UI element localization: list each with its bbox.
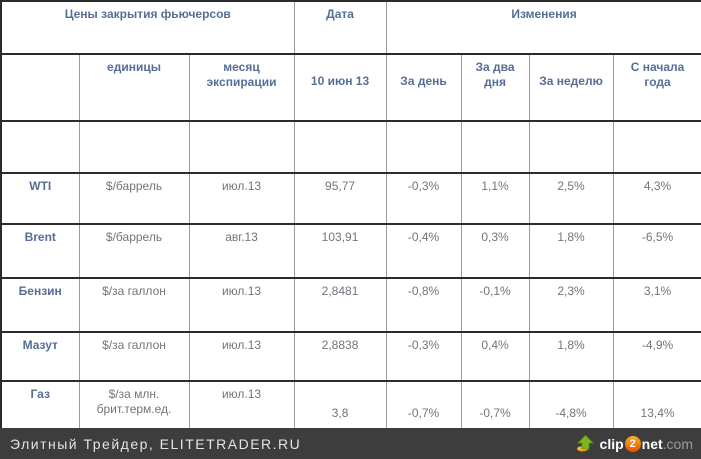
cell-change-week: 2,5% xyxy=(529,173,614,225)
cell-change-two-days: -0,7% xyxy=(461,381,530,430)
header-prices-title: Цены закрытия фьючерсов xyxy=(1,1,295,55)
cell-instrument: Brent xyxy=(1,224,80,279)
cell-units: $/баррель xyxy=(79,224,190,279)
cell-change-day: -0,4% xyxy=(386,224,462,279)
cell-price: 2,8481 xyxy=(294,278,387,333)
cell-units: $/за галлон xyxy=(79,278,190,333)
cell-units: $/баррель xyxy=(79,173,190,225)
empty-cell xyxy=(189,121,295,174)
header-change-two-days: За два дня xyxy=(461,54,530,122)
header-empty-cell xyxy=(1,54,80,122)
cell-units: $/за млн. брит.терм.ед. xyxy=(79,381,190,430)
header-date-title: Дата xyxy=(294,1,387,55)
cell-change-ytd: -4,9% xyxy=(613,332,701,382)
empty-cell xyxy=(79,121,190,174)
cell-change-week: 1,8% xyxy=(529,332,614,382)
empty-cell xyxy=(529,121,614,174)
cell-change-week: -4,8% xyxy=(529,381,614,430)
header-change-ytd: С начала года xyxy=(613,54,701,122)
cell-change-week: 2,3% xyxy=(529,278,614,333)
cell-change-day: -0,3% xyxy=(386,173,462,225)
cell-change-ytd: 4,3% xyxy=(613,173,701,225)
empty-cell xyxy=(1,121,80,174)
table-row-brent: Brent $/баррель авг.13 103,91 -0,4% 0,3%… xyxy=(1,224,701,279)
table-row-gaz: Газ $/за млн. брит.терм.ед. июл.13 3,8 -… xyxy=(1,381,701,430)
header-change-day: За день xyxy=(386,54,462,122)
clip2net-arrow-icon xyxy=(576,435,594,452)
cell-expiry: авг.13 xyxy=(189,224,295,279)
cell-change-two-days: 0,4% xyxy=(461,332,530,382)
cell-change-ytd: 3,1% xyxy=(613,278,701,333)
clip2net-logo[interactable]: clip 2 net .com xyxy=(576,435,693,452)
header-units: единицы xyxy=(79,54,190,122)
logo-text-net: net xyxy=(641,435,663,452)
footer-bar: Элитный Трейдер, ELITETRADER.RU clip 2 n… xyxy=(0,428,701,459)
cell-price: 103,91 xyxy=(294,224,387,279)
header-date-value: 10 июн 13 xyxy=(294,54,387,122)
header-row-2: единицы месяц экспирации 10 июн 13 За де… xyxy=(1,54,701,122)
cell-price: 95,77 xyxy=(294,173,387,225)
futures-price-table: Цены закрытия фьючерсов Дата Изменения е… xyxy=(0,0,701,430)
cell-change-two-days: -0,1% xyxy=(461,278,530,333)
table-row-benzin: Бензин $/за галлон июл.13 2,8481 -0,8% -… xyxy=(1,278,701,333)
cell-change-ytd: -6,5% xyxy=(613,224,701,279)
header-expiry-month: месяц экспирации xyxy=(189,54,295,122)
cell-change-two-days: 1,1% xyxy=(461,173,530,225)
logo-badge-2: 2 xyxy=(624,435,641,452)
logo-text-com: .com xyxy=(662,435,693,452)
cell-change-day: -0,3% xyxy=(386,332,462,382)
empty-cell xyxy=(461,121,530,174)
header-change-week: За неделю xyxy=(529,54,614,122)
header-row-1: Цены закрытия фьючерсов Дата Изменения xyxy=(1,1,701,55)
spacer-row xyxy=(1,121,701,174)
cell-instrument: WTI xyxy=(1,173,80,225)
cell-expiry: июл.13 xyxy=(189,173,295,225)
cell-expiry: июл.13 xyxy=(189,381,295,430)
empty-cell xyxy=(613,121,701,174)
cell-instrument: Бензин xyxy=(1,278,80,333)
empty-cell xyxy=(386,121,462,174)
table-row-wti: WTI $/баррель июл.13 95,77 -0,3% 1,1% 2,… xyxy=(1,173,701,225)
empty-cell xyxy=(294,121,387,174)
cell-change-day: -0,8% xyxy=(386,278,462,333)
cell-units: $/за галлон xyxy=(79,332,190,382)
cell-change-week: 1,8% xyxy=(529,224,614,279)
cell-price: 3,8 xyxy=(294,381,387,430)
cell-change-ytd: 13,4% xyxy=(613,381,701,430)
cell-instrument: Газ xyxy=(1,381,80,430)
logo-text-clip: clip xyxy=(599,435,624,452)
cell-change-day: -0,7% xyxy=(386,381,462,430)
cell-instrument: Мазут xyxy=(1,332,80,382)
table-row-mazut: Мазут $/за галлон июл.13 2,8838 -0,3% 0,… xyxy=(1,332,701,382)
cell-price: 2,8838 xyxy=(294,332,387,382)
cell-expiry: июл.13 xyxy=(189,278,295,333)
cell-expiry: июл.13 xyxy=(189,332,295,382)
footer-credit-text: Элитный Трейдер, ELITETRADER.RU xyxy=(10,435,302,452)
header-changes-title: Изменения xyxy=(386,1,701,55)
cell-change-two-days: 0,3% xyxy=(461,224,530,279)
